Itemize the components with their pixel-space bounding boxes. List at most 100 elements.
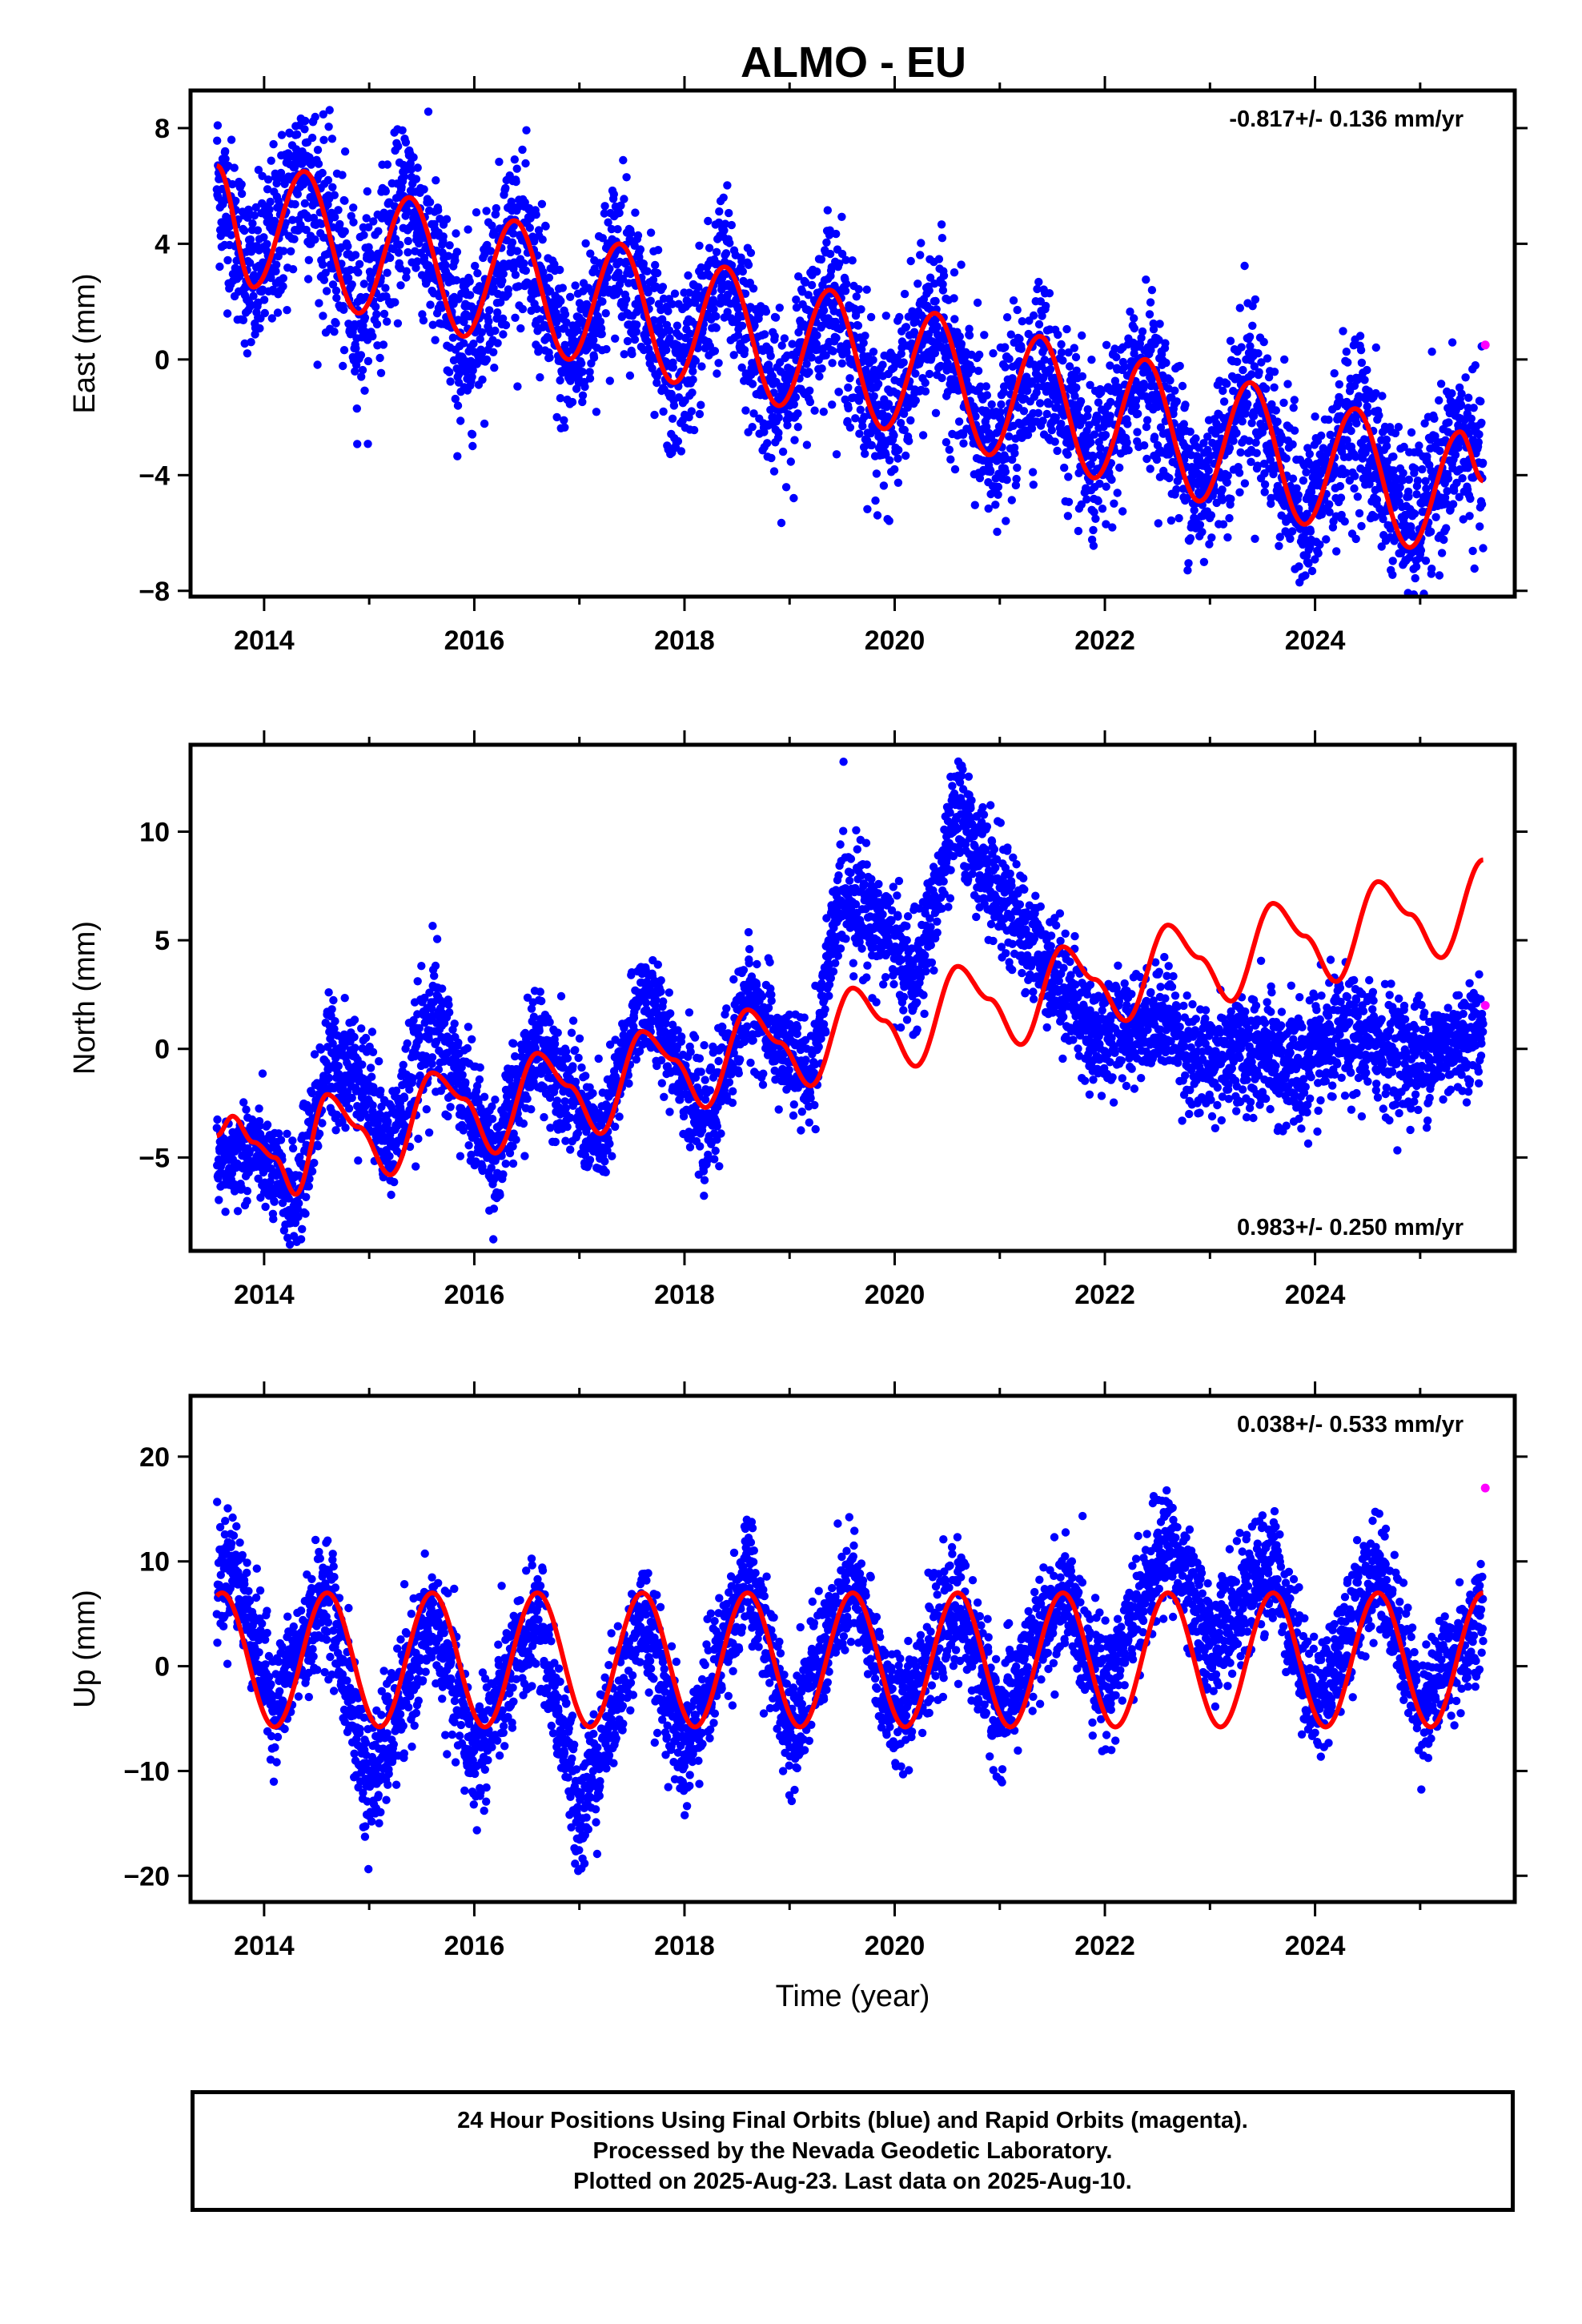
final-orbit-point [1010, 448, 1019, 458]
final-orbit-point [589, 336, 598, 344]
final-orbit-point [1469, 404, 1478, 412]
final-orbit-point [1451, 450, 1460, 460]
final-orbit-point [480, 419, 489, 428]
final-orbit-point [790, 436, 799, 444]
final-orbit-point [825, 249, 835, 259]
final-orbit-point [251, 203, 260, 212]
final-orbit-point [1353, 493, 1363, 501]
final-orbit-point [264, 211, 274, 220]
final-orbit-point [279, 274, 287, 283]
final-orbit-point [1465, 512, 1474, 521]
final-orbit-point [1087, 356, 1096, 364]
final-orbit-point [817, 255, 826, 264]
final-orbit-point [1064, 497, 1074, 506]
final-orbit-point [386, 253, 395, 263]
final-orbit-point [945, 445, 954, 454]
final-orbit-point [267, 314, 276, 323]
final-orbit-point [778, 447, 788, 456]
final-orbit-point [414, 239, 424, 248]
final-orbit-point [351, 344, 360, 353]
final-orbit-point [1388, 570, 1397, 579]
final-orbit-point [911, 369, 920, 378]
final-orbit-point [360, 386, 369, 395]
final-orbit-point [1378, 392, 1387, 400]
final-orbit-point [491, 326, 500, 336]
final-orbit-point [1028, 468, 1038, 476]
final-orbit-point [581, 239, 590, 248]
final-orbit-point [596, 317, 605, 326]
final-orbit-point [761, 307, 771, 316]
final-orbit-point [819, 306, 829, 315]
y-axis-label: East (mm) [68, 273, 102, 413]
final-orbit-points [212, 106, 1488, 597]
final-orbit-point [1219, 386, 1227, 396]
final-orbit-point [272, 179, 281, 188]
final-orbit-point [1002, 313, 1012, 322]
final-orbit-point [437, 304, 447, 312]
final-orbit-point [383, 317, 391, 326]
final-orbit-point [468, 372, 476, 381]
final-orbit-point [837, 212, 846, 221]
final-orbit-point [853, 321, 863, 330]
final-orbit-point [228, 179, 237, 189]
final-orbit-point [633, 231, 643, 240]
final-orbit-point [426, 300, 435, 309]
final-orbit-point [441, 261, 450, 270]
final-orbit-point [802, 440, 812, 449]
final-orbit-point [1466, 494, 1475, 503]
final-orbit-point [829, 347, 837, 356]
final-orbit-point [1229, 436, 1238, 445]
final-orbit-point [239, 316, 248, 324]
final-orbit-point [573, 326, 582, 335]
final-orbit-point [398, 126, 407, 135]
final-orbit-point [1357, 358, 1367, 368]
final-orbit-point [1124, 446, 1133, 455]
final-orbit-point [434, 206, 443, 215]
final-orbit-point [601, 309, 610, 318]
final-orbit-point [396, 281, 405, 290]
final-orbit-point [1019, 407, 1029, 416]
final-orbit-point [774, 428, 783, 437]
final-orbit-point [352, 404, 361, 413]
final-orbit-point [749, 284, 758, 293]
final-orbit-point [1476, 397, 1485, 406]
final-orbit-point [750, 321, 759, 330]
final-orbit-point [792, 296, 801, 304]
final-orbit-point [1299, 476, 1308, 485]
final-orbit-point [749, 409, 758, 418]
final-orbit-point [244, 207, 253, 215]
final-orbit-point [353, 440, 362, 448]
final-orbit-point [855, 429, 864, 438]
final-orbit-point [511, 271, 520, 279]
final-orbit-point [669, 401, 679, 410]
final-orbit-point [1060, 463, 1069, 472]
final-orbit-point [653, 246, 663, 255]
final-orbit-point [349, 218, 358, 227]
final-orbit-point [665, 326, 674, 335]
final-orbit-point [801, 278, 810, 287]
final-orbit-point [684, 271, 693, 280]
final-orbit-point [1184, 559, 1193, 568]
final-orbit-point [1062, 324, 1071, 334]
final-orbit-point [223, 309, 232, 318]
final-orbit-point [760, 330, 769, 339]
final-orbit-point [913, 279, 922, 288]
final-orbit-point [240, 339, 249, 348]
final-orbit-point [267, 156, 275, 165]
final-orbit-point [464, 225, 472, 234]
final-orbit-point [613, 225, 622, 234]
final-orbit-point [532, 304, 541, 313]
final-orbit-point [1078, 372, 1087, 381]
final-orbit-point [364, 223, 373, 231]
final-orbit-point [1134, 409, 1142, 418]
final-orbit-point [331, 319, 340, 328]
final-orbit-point [1072, 383, 1081, 392]
final-orbit-point [1165, 473, 1174, 483]
final-orbit-point [677, 447, 686, 456]
final-orbit-point [263, 1120, 272, 1129]
final-orbit-point [662, 345, 671, 355]
final-orbit-point [748, 380, 757, 388]
final-orbit-point [873, 380, 883, 388]
final-orbit-point [631, 208, 640, 217]
final-orbit-point [626, 269, 635, 279]
